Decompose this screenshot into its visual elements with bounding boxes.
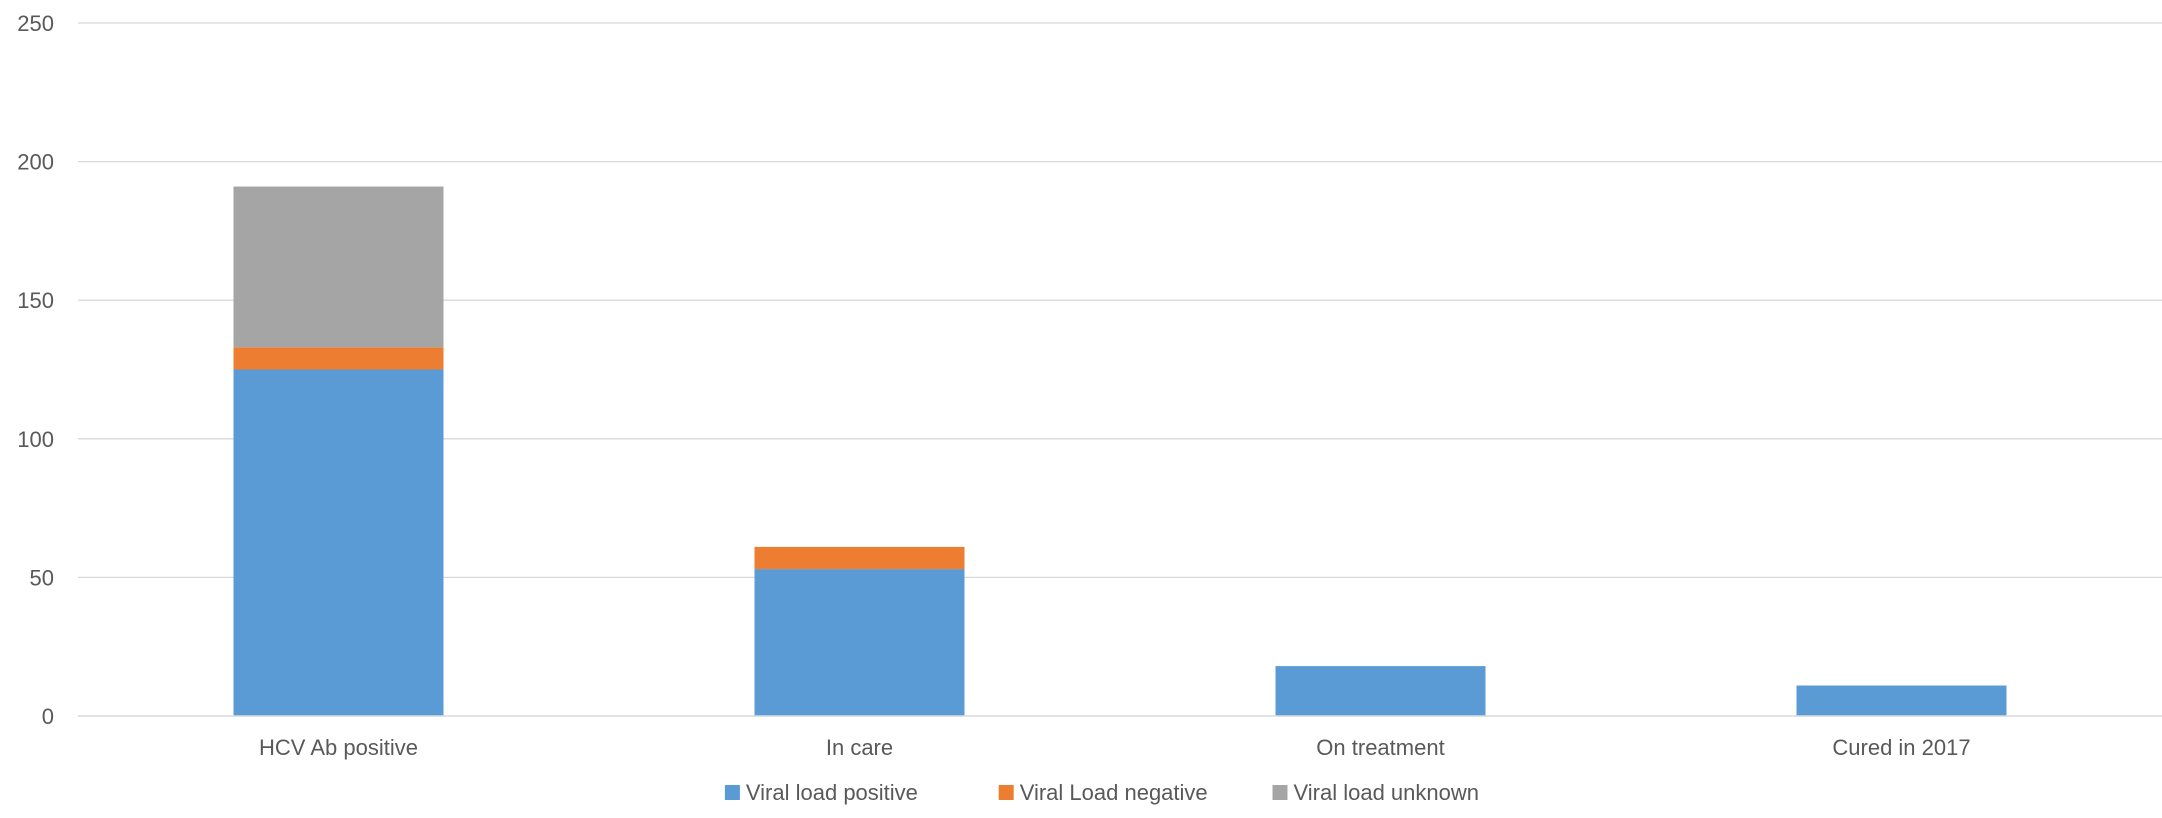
x-tick-label: Cured in 2017 bbox=[1832, 735, 1970, 760]
x-tick-label: In care bbox=[826, 735, 893, 760]
bar-hcv-ab-positive-viral-load-unknown bbox=[233, 186, 444, 348]
legend-swatch-viral-load-negative bbox=[998, 785, 1014, 800]
legend-label: Viral load unknown bbox=[1294, 780, 1480, 805]
bar-in-care-viral-load-negative bbox=[754, 546, 965, 570]
bars bbox=[233, 186, 2007, 716]
y-tick-label: 100 bbox=[17, 427, 54, 452]
x-tick-label: On treatment bbox=[1316, 735, 1444, 760]
legend-label: Viral Load negative bbox=[1020, 780, 1208, 805]
legend-label: Viral load positive bbox=[746, 780, 918, 805]
bar-on-treatment-viral-load-positive bbox=[1275, 666, 1486, 716]
bar-cured-in-2017-viral-load-positive bbox=[1796, 685, 2007, 716]
y-tick-label: 200 bbox=[17, 150, 54, 175]
bar-hcv-ab-positive-viral-load-negative bbox=[233, 347, 444, 370]
legend: Viral load positive Viral Load negative Vi… bbox=[724, 780, 1480, 805]
y-tick-label: 50 bbox=[30, 565, 54, 590]
bar-hcv-ab-positive-viral-load-positive bbox=[233, 369, 444, 716]
x-axis-tick-labels: HCV Ab positive In care On treatment Cured … bbox=[259, 735, 1971, 760]
y-tick-label: 250 bbox=[17, 11, 54, 36]
bar-in-care-viral-load-positive bbox=[754, 569, 965, 716]
x-tick-label: HCV Ab positive bbox=[259, 735, 418, 760]
y-tick-label: 150 bbox=[17, 288, 54, 313]
y-axis-tick-labels: 0 50 100 150 200 250 bbox=[17, 11, 54, 729]
legend-swatch-viral-load-unknown bbox=[1272, 785, 1288, 800]
y-tick-label: 0 bbox=[42, 704, 54, 729]
legend-swatch-viral-load-positive bbox=[724, 785, 740, 800]
